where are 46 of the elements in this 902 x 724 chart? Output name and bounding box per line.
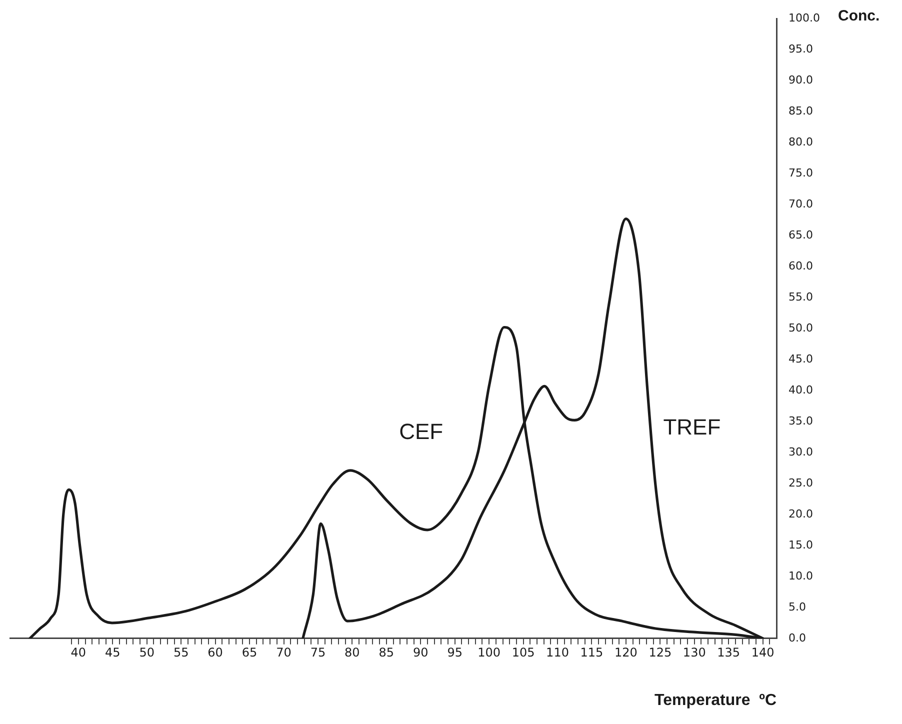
y-tick-label: 100.0 xyxy=(788,11,820,24)
x-tick-label: 60 xyxy=(208,646,223,660)
x-tick-label: 75 xyxy=(310,646,326,660)
y-tick-label: 65.0 xyxy=(788,228,814,242)
y-tick-label: 15.0 xyxy=(788,538,814,552)
y-axis-title: Conc. xyxy=(838,8,880,25)
x-axis-title: Temperature ºC xyxy=(654,692,777,709)
x-tick-label: 110 xyxy=(546,646,569,660)
x-tick-label: 140 xyxy=(751,646,774,660)
x-tick-label: 80 xyxy=(344,646,360,660)
y-tick-label: 0.0 xyxy=(788,631,806,644)
x-tick-label: 50 xyxy=(139,646,155,660)
x-tick-label: 120 xyxy=(614,646,638,660)
x-tick-label: 85 xyxy=(378,646,394,660)
x-tick-label: 115 xyxy=(580,646,604,660)
x-tick-label: 95 xyxy=(447,646,462,660)
x-tick-label: 130 xyxy=(682,646,706,660)
y-tick-label: 70.0 xyxy=(788,197,814,210)
x-tick-label: 105 xyxy=(512,646,535,660)
y-tick-label: 45.0 xyxy=(788,352,814,366)
y-tick-label: 55.0 xyxy=(788,290,814,304)
y-tick-label: 85.0 xyxy=(788,104,814,118)
y-tick-label: 25.0 xyxy=(788,476,814,490)
y-tick-label: 5.0 xyxy=(788,600,806,614)
y-tick-label: 10.0 xyxy=(788,569,814,582)
y-tick-label: 50.0 xyxy=(788,321,814,334)
y-tick-label: 95.0 xyxy=(788,42,814,56)
x-tick-label: 55 xyxy=(173,646,189,660)
x-tick-label: 45 xyxy=(105,646,120,660)
x-tick-label: 90 xyxy=(412,646,428,660)
x-tick-label: 125 xyxy=(648,646,672,660)
series-label: TREF xyxy=(663,414,721,440)
series-label: CEF xyxy=(399,419,444,444)
y-tick-label: 90.0 xyxy=(788,73,814,86)
y-tick-label: 20.0 xyxy=(788,507,814,520)
y-tick-label: 80.0 xyxy=(788,135,814,148)
y-tick-label: 35.0 xyxy=(788,414,814,428)
x-tick-label: 135 xyxy=(717,646,740,660)
y-tick-label: 30.0 xyxy=(788,445,814,458)
y-tick-label: 75.0 xyxy=(788,166,814,180)
x-tick-label: 40 xyxy=(70,646,86,660)
x-tick-label: 70 xyxy=(276,646,292,660)
x-tick-label: 100 xyxy=(478,646,501,660)
y-tick-label: 60.0 xyxy=(788,259,814,272)
x-tick-label: 65 xyxy=(242,646,258,660)
y-tick-label: 40.0 xyxy=(788,383,814,396)
